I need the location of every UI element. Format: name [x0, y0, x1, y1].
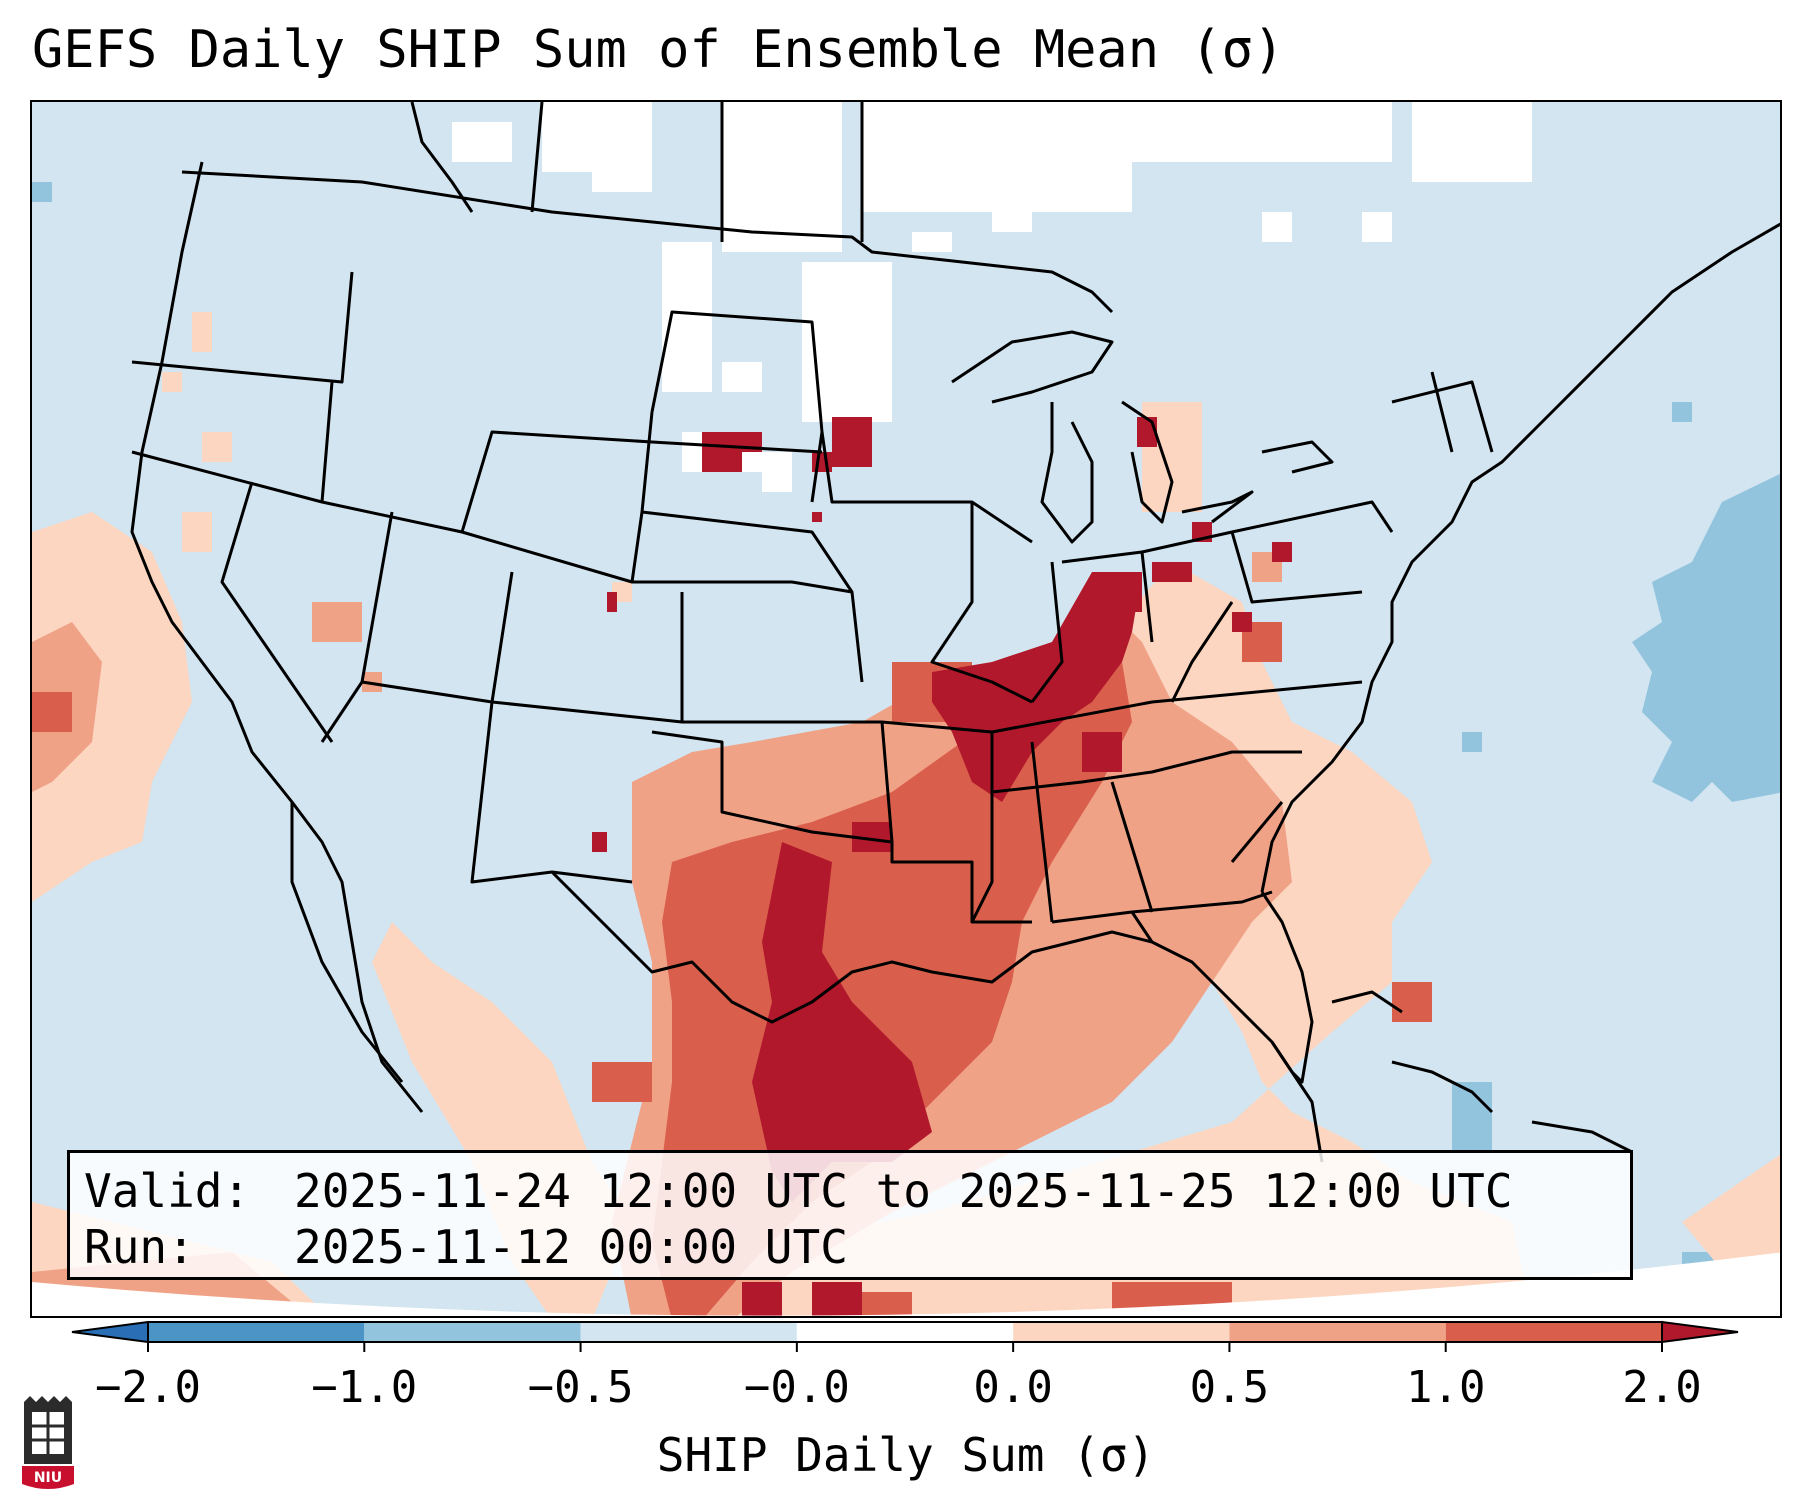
run-line: Run: 2025-11-12 00:00 UTC: [84, 1219, 1616, 1275]
colorbar-segment: [796, 1322, 1014, 1342]
colorbar-tick-label: 0.5: [1189, 1362, 1270, 1413]
run-label: Run:: [84, 1220, 195, 1274]
map-panel: [30, 100, 1782, 1318]
high-positive-cells: [592, 417, 1292, 1316]
colorbar-segment: [1445, 1322, 1662, 1342]
valid-run-info-box: Valid: 2025-11-24 12:00 UTC to 2025-11-25…: [67, 1150, 1633, 1280]
colorbar-tick-label: −2.0: [95, 1362, 201, 1413]
state-borders: [130, 102, 1780, 1163]
colorbar-outline: [147, 1321, 1663, 1343]
colorbar-segment: [1013, 1322, 1230, 1342]
colorbar: [71, 1320, 1739, 1352]
colorbar-tick-label: −1.0: [311, 1362, 418, 1413]
colorbar-extend-low: [71, 1320, 149, 1344]
chart-title: GEFS Daily SHIP Sum of Ensemble Mean (σ): [32, 20, 1285, 80]
colorbar-tick-label: −0.5: [527, 1362, 634, 1413]
colorbar-tick-label: 0.0: [973, 1362, 1053, 1413]
colorbar-segment: [1229, 1322, 1446, 1342]
valid-label: Valid:: [84, 1164, 251, 1218]
slight-positive-cells: [32, 312, 1780, 1316]
colorbar-label: SHIP Daily Sum (σ): [656, 1428, 1156, 1482]
colorbar-segment: [580, 1322, 797, 1342]
logo-text: NIU: [34, 1470, 62, 1486]
projection-edge: [32, 1252, 1780, 1316]
niu-university-logo-icon: NIU: [20, 1396, 76, 1496]
colorbar-extend-high: [1661, 1320, 1739, 1344]
colorbar-tick-label: 2.0: [1622, 1362, 1702, 1413]
valid-line: Valid: 2025-11-24 12:00 UTC to 2025-11-25…: [84, 1163, 1616, 1219]
anomaly-map: [32, 102, 1780, 1316]
colorbar-segment: [148, 1322, 365, 1342]
colorbar-segment: [364, 1322, 581, 1342]
colorbar-tick-label: 1.0: [1405, 1362, 1486, 1413]
colorbar-tick-label: −0.0: [743, 1362, 850, 1413]
run-value: 2025-11-12 00:00 UTC: [294, 1220, 848, 1274]
valid-value: 2025-11-24 12:00 UTC to 2025-11-25 12:00…: [294, 1164, 1513, 1218]
no-data-cells: [452, 102, 1532, 492]
